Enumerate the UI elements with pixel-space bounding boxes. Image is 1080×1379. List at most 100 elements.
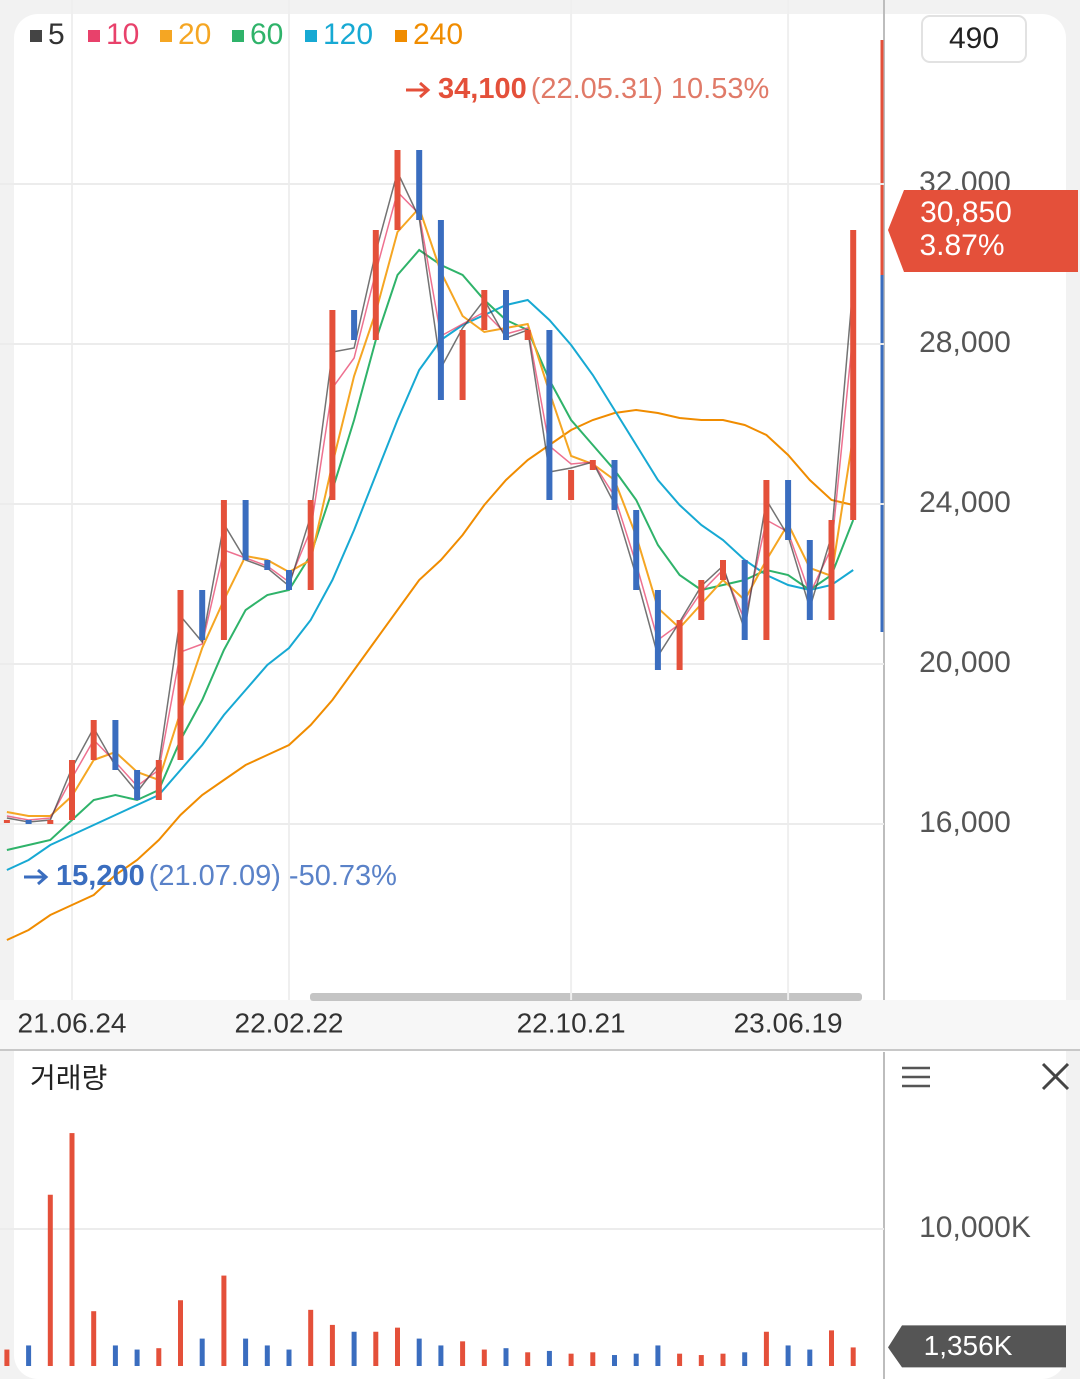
volume-bar bbox=[438, 1345, 444, 1366]
volume-bar bbox=[156, 1348, 162, 1366]
volume-bar bbox=[568, 1353, 574, 1366]
legend-swatch bbox=[395, 30, 407, 42]
y-tick-label: 28,000 bbox=[919, 326, 1011, 359]
price-bar bbox=[850, 230, 857, 520]
price-bar bbox=[351, 310, 358, 340]
volume-bar bbox=[460, 1341, 466, 1366]
price-bar bbox=[112, 720, 119, 770]
price-bar bbox=[698, 580, 705, 620]
high-arrow bbox=[406, 81, 431, 99]
price-bar bbox=[720, 560, 726, 580]
price-bar bbox=[416, 150, 423, 220]
last-volume-tag bbox=[888, 1325, 1066, 1368]
close-icon[interactable] bbox=[1041, 1062, 1070, 1091]
price-bar bbox=[654, 590, 661, 670]
price-bar bbox=[47, 820, 54, 824]
volume-bar bbox=[243, 1338, 249, 1366]
last-price: 30,850 bbox=[920, 196, 1012, 229]
volume-bar bbox=[850, 1347, 856, 1366]
x-tick-label: 23.06.19 bbox=[734, 1007, 843, 1038]
volume-bar bbox=[633, 1353, 639, 1366]
volume-bar bbox=[373, 1331, 379, 1366]
volume-bar bbox=[221, 1275, 227, 1366]
low-annotation: 15,200 (21.07.09) -50.73% bbox=[56, 860, 397, 892]
price-bar bbox=[90, 720, 97, 760]
volume-bar bbox=[134, 1349, 140, 1366]
volume-title: 거래량 bbox=[30, 1062, 107, 1093]
volume-bar bbox=[720, 1353, 726, 1366]
low-change: -50.73% bbox=[289, 860, 397, 892]
price-bar bbox=[741, 560, 748, 640]
volume-bar bbox=[199, 1338, 205, 1366]
x-tick-label: 21.06.24 bbox=[18, 1007, 127, 1038]
price-bar bbox=[633, 510, 640, 590]
price-bar bbox=[763, 480, 770, 640]
price-bar bbox=[286, 570, 292, 590]
high-date: (22.05.31) bbox=[531, 73, 663, 105]
legend-label: 240 bbox=[413, 18, 463, 51]
price-bar bbox=[394, 150, 401, 230]
price-bar bbox=[589, 460, 596, 470]
price-bar bbox=[220, 500, 227, 640]
x-tick-label: 22.10.21 bbox=[517, 1007, 626, 1038]
y-tick-label: 24,000 bbox=[919, 486, 1011, 519]
legend-swatch bbox=[160, 30, 172, 42]
ma-line bbox=[6, 248, 855, 851]
scrollbar[interactable] bbox=[310, 993, 862, 1001]
legend-label: 10 bbox=[106, 18, 139, 51]
high-price: 34,100 bbox=[438, 73, 527, 105]
legend-swatch bbox=[305, 30, 317, 42]
price-bar bbox=[459, 330, 466, 400]
volume-bar bbox=[677, 1353, 683, 1366]
low-arrow bbox=[24, 868, 49, 886]
volume-bar bbox=[178, 1300, 183, 1366]
price-bar bbox=[372, 230, 379, 340]
volume-bar bbox=[4, 1349, 10, 1366]
volume-bar bbox=[26, 1345, 32, 1366]
volume-bar bbox=[763, 1331, 769, 1366]
legend-label: 60 bbox=[250, 18, 283, 51]
volume-bar bbox=[698, 1355, 704, 1366]
legend-swatch bbox=[232, 30, 244, 42]
legend-label: 120 bbox=[323, 18, 373, 51]
volume-bar bbox=[395, 1327, 400, 1366]
legend-label: 5 bbox=[48, 18, 65, 51]
price-bar bbox=[828, 520, 835, 620]
price-bar bbox=[806, 540, 813, 620]
price-bar bbox=[329, 310, 336, 500]
last-volume: 1,356K bbox=[924, 1330, 1013, 1361]
menu-icon[interactable] bbox=[902, 1066, 930, 1088]
y-tick-label: 20,000 bbox=[919, 646, 1011, 679]
price-bar bbox=[264, 560, 271, 570]
counter: 490 bbox=[949, 22, 999, 55]
legend-label: 20 bbox=[178, 18, 211, 51]
price-bar bbox=[155, 760, 162, 800]
volume-bar bbox=[612, 1355, 617, 1366]
volume-bar bbox=[590, 1352, 596, 1366]
price-bar bbox=[785, 480, 792, 540]
price-bar bbox=[69, 760, 75, 820]
ma-line bbox=[6, 206, 855, 817]
low-date: (21.07.09) bbox=[149, 860, 281, 892]
x-axis-strip bbox=[0, 1000, 1080, 1050]
low-price: 15,200 bbox=[56, 860, 145, 892]
price-bar bbox=[25, 820, 32, 824]
high-annotation: 34,100 (22.05.31) 10.53% bbox=[438, 73, 769, 105]
x-tick-label: 22.02.22 bbox=[235, 1007, 344, 1038]
counter-box[interactable] bbox=[921, 15, 1027, 63]
volume-bar bbox=[829, 1330, 834, 1366]
price-bar bbox=[524, 330, 531, 340]
volume-bar bbox=[308, 1309, 314, 1366]
volume-bar bbox=[264, 1345, 270, 1366]
price-bar bbox=[3, 820, 10, 823]
ma-line bbox=[6, 408, 854, 941]
price-bar bbox=[199, 590, 206, 640]
price-bar bbox=[437, 220, 444, 400]
price-bar bbox=[503, 290, 509, 340]
volume-bar bbox=[546, 1350, 552, 1366]
price-bar bbox=[242, 500, 249, 560]
y-tick-label: 16,000 bbox=[919, 806, 1011, 839]
volume-bar bbox=[112, 1345, 118, 1366]
high-change: 10.53% bbox=[671, 73, 769, 105]
